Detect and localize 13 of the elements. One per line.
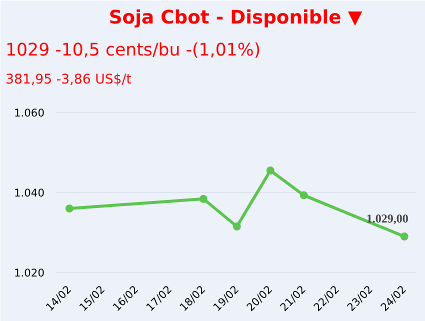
point [199, 194, 208, 203]
point [300, 191, 308, 200]
chart-title: Soja Cbot - Disponible ▼ [108, 8, 363, 28]
data-label: 1.029,00 [366, 212, 408, 226]
y-tick-label: 1.040 [14, 186, 45, 200]
point [232, 222, 241, 230]
point [266, 166, 274, 174]
text: 381,95 -3,86 US$/t [6, 72, 132, 88]
point [65, 204, 74, 212]
point [400, 232, 408, 240]
y-tick-label: 1.020 [14, 266, 45, 280]
chart-subtitle: 1029 -10,5 cents/bu -(1,01%) [6, 40, 261, 60]
y-tick-label: 1.060 [14, 106, 45, 120]
